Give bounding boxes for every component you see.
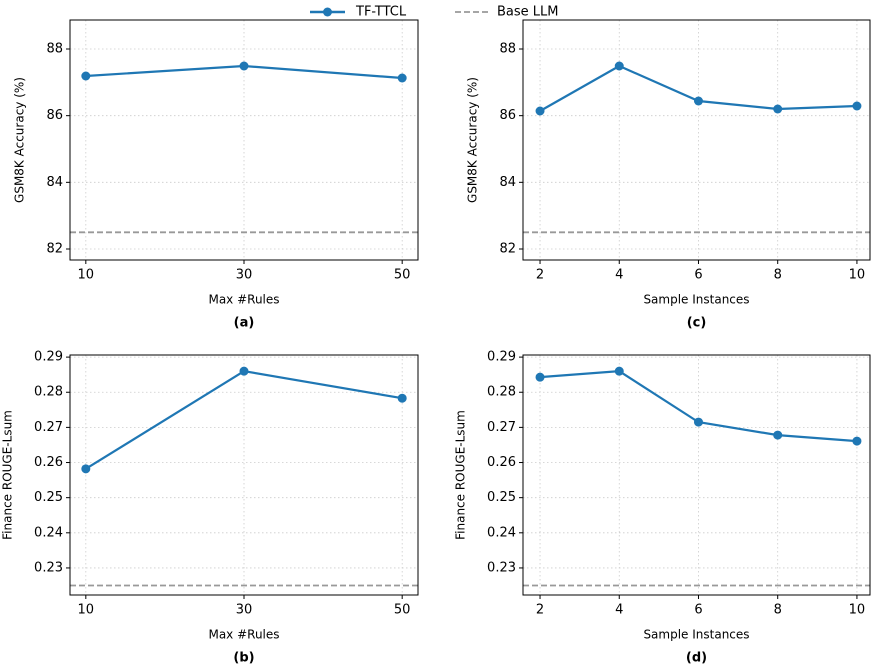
- point: [397, 393, 407, 403]
- point: [693, 417, 703, 427]
- y-axis-label: Finance ROUGE-Lsum: [454, 410, 468, 540]
- y-tick-label: 88: [46, 42, 63, 57]
- x-axis-label: Sample Instances: [643, 293, 749, 307]
- point: [773, 430, 783, 440]
- caption: (c): [687, 316, 707, 331]
- x-tick-label: 2: [536, 603, 544, 618]
- point: [239, 366, 249, 376]
- x-tick-label: 8: [774, 268, 782, 283]
- y-tick-label: 0.28: [34, 385, 63, 400]
- x-tick-label: 30: [236, 603, 253, 618]
- x-tick-label: 4: [615, 603, 623, 618]
- y-tick-label: 82: [499, 242, 516, 257]
- y-tick-label: 0.27: [487, 420, 516, 435]
- y-tick-label: 84: [499, 175, 516, 190]
- x-tick-label: 10: [849, 268, 866, 283]
- y-tick-label: 0.27: [34, 420, 63, 435]
- point: [535, 372, 545, 382]
- y-tick-label: 0.25: [487, 490, 516, 505]
- y-tick-label: 0.28: [487, 385, 516, 400]
- x-tick-label: 8: [774, 603, 782, 618]
- y-tick-label: 82: [46, 242, 63, 257]
- x-axis-label: Max #Rules: [208, 293, 279, 307]
- point: [81, 464, 91, 474]
- x-tick-label: 10: [78, 268, 95, 283]
- axes-frame: [69, 19, 419, 261]
- axes-frame: [522, 354, 871, 596]
- x-tick-label: 10: [78, 603, 95, 618]
- legend-label: Base LLM: [497, 5, 559, 20]
- y-tick-label: 88: [499, 42, 516, 57]
- x-tick-label: 4: [615, 268, 623, 283]
- caption: (b): [233, 651, 254, 666]
- y-tick-label: 0.29: [487, 350, 516, 365]
- caption: (d): [686, 651, 707, 666]
- y-tick-label: 0.24: [487, 525, 516, 540]
- point: [852, 436, 862, 446]
- y-axis-label: GSM8K Accuracy (%): [13, 77, 27, 203]
- axes-frame: [69, 354, 419, 596]
- y-tick-label: 84: [46, 175, 63, 190]
- x-axis-label: Max #Rules: [208, 628, 279, 642]
- legend-marker: [323, 7, 332, 17]
- point: [614, 366, 624, 376]
- y-tick-label: 86: [499, 108, 516, 123]
- axes-frame: [522, 19, 871, 261]
- point: [614, 61, 624, 71]
- x-tick-label: 30: [236, 268, 253, 283]
- x-tick-label: 6: [694, 268, 702, 283]
- y-tick-label: 0.26: [34, 455, 63, 470]
- point: [397, 73, 407, 83]
- y-tick-label: 86: [46, 108, 63, 123]
- x-tick-label: 10: [849, 603, 866, 618]
- point: [81, 71, 91, 81]
- series-line: [539, 370, 858, 443]
- y-tick-label: 0.26: [487, 455, 516, 470]
- y-axis-label: Finance ROUGE-Lsum: [1, 410, 15, 540]
- y-axis-label: GSM8K Accuracy (%): [466, 77, 480, 203]
- legend-label: TF-TTCL: [355, 5, 407, 20]
- x-axis-label: Sample Instances: [643, 628, 749, 642]
- y-tick-label: 0.25: [34, 490, 63, 505]
- x-tick-label: 2: [536, 268, 544, 283]
- x-tick-label: 6: [694, 603, 702, 618]
- point: [773, 104, 783, 114]
- y-tick-label: 0.23: [34, 560, 63, 575]
- y-tick-label: 0.24: [34, 525, 63, 540]
- x-tick-label: 50: [394, 603, 411, 618]
- x-tick-label: 50: [394, 268, 411, 283]
- point: [535, 106, 545, 116]
- point: [239, 61, 249, 71]
- point: [852, 101, 862, 111]
- point: [693, 96, 703, 106]
- y-tick-label: 0.23: [487, 560, 516, 575]
- caption: (a): [234, 316, 255, 331]
- y-tick-label: 0.29: [34, 350, 63, 365]
